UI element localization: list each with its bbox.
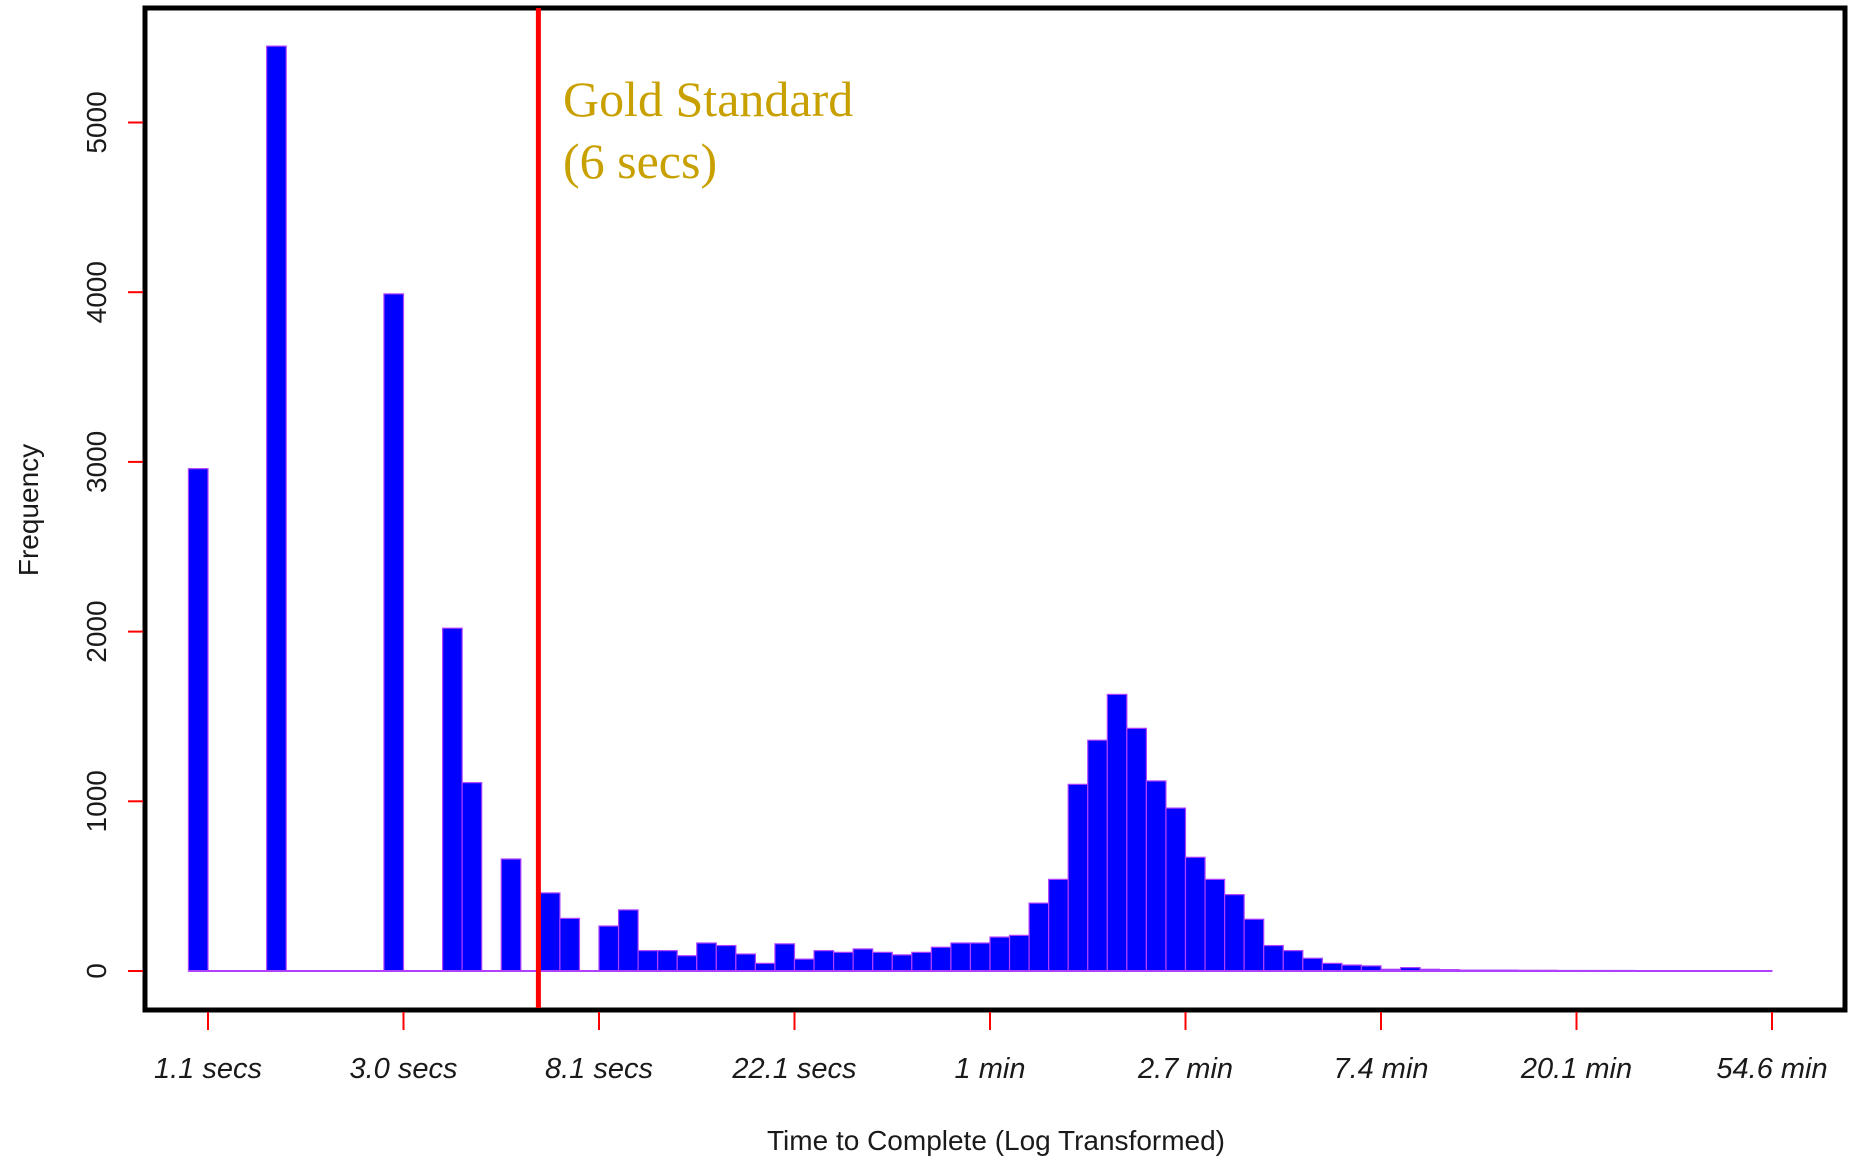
- x-tick-label: 1 min: [955, 1053, 1026, 1085]
- gold-standard-value: (6 secs): [563, 133, 717, 189]
- histogram-bar: [1087, 739, 1108, 972]
- x-tick-label: 54.6 min: [1716, 1053, 1827, 1085]
- histogram-bar: [559, 917, 581, 972]
- histogram-bar: [1302, 957, 1323, 972]
- y-axis-title: Frequency: [13, 444, 44, 576]
- y-tick-label: 3000: [81, 431, 112, 493]
- y-axis: 0 1000 2000 3000 4000 5000: [81, 91, 143, 979]
- histogram-bar: [1106, 693, 1128, 972]
- y-tick-label: 0: [81, 963, 112, 979]
- histogram-bar: [266, 45, 287, 972]
- y-tick-label: 1000: [81, 770, 112, 832]
- x-tick-label: 1.1 secs: [154, 1053, 262, 1085]
- histogram-bar: [1067, 783, 1089, 972]
- x-tick-label: 3.0 secs: [350, 1053, 458, 1085]
- histogram-bar: [1126, 727, 1147, 972]
- histogram-bar: [911, 951, 932, 972]
- histogram-bar: [1145, 780, 1167, 972]
- x-tick-label: 8.1 secs: [545, 1053, 653, 1085]
- bars-group: [187, 45, 1773, 972]
- x-tick-label: 7.4 min: [1333, 1053, 1428, 1085]
- histogram-bar: [989, 936, 1011, 972]
- histogram-bar: [852, 948, 874, 972]
- histogram-bar: [1165, 807, 1187, 972]
- histogram-bar: [1243, 918, 1265, 972]
- histogram-bar: [1048, 878, 1069, 972]
- histogram-bar: [1204, 878, 1226, 972]
- histogram-bar: [1282, 950, 1304, 972]
- histogram-bar: [637, 950, 659, 972]
- histogram-bar: [442, 627, 463, 972]
- histogram-bar: [832, 951, 854, 972]
- x-tick-label: 22.1 secs: [731, 1053, 856, 1085]
- histogram-bar: [1184, 856, 1206, 972]
- x-axis: 1.1 secs 3.0 secs 8.1 secs 22.1 secs 1 min 2.…: [154, 1012, 1828, 1085]
- histogram-bar: [617, 909, 639, 972]
- histogram-bar: [1223, 894, 1245, 972]
- x-tick-label: 20.1 min: [1520, 1053, 1632, 1085]
- histogram-bar: [793, 958, 815, 972]
- histogram-bar: [1028, 902, 1050, 972]
- gold-standard-label: Gold Standard: [563, 71, 853, 127]
- histogram-bar: [657, 950, 678, 972]
- y-tick-label: 5000: [81, 91, 112, 153]
- histogram-bar: [187, 468, 209, 972]
- histogram-bar: [383, 293, 405, 972]
- histogram-bar: [891, 954, 913, 972]
- histogram-bar: [813, 950, 835, 972]
- histogram-bar: [500, 858, 522, 972]
- histogram-bar: [676, 955, 698, 972]
- histogram-bar: [696, 942, 717, 972]
- histogram-bar: [1321, 962, 1343, 972]
- x-tick-label: 2.7 min: [1137, 1053, 1233, 1085]
- histogram-bar: [1263, 944, 1284, 972]
- histogram-bar: [461, 782, 483, 972]
- histogram-bar: [930, 946, 952, 972]
- histogram-bar: [872, 951, 893, 972]
- histogram-bar: [715, 944, 737, 972]
- y-tick-label: 4000: [81, 261, 112, 323]
- histogram-bar: [950, 942, 972, 972]
- x-axis-title: Time to Complete (Log Transformed): [767, 1125, 1225, 1156]
- histogram-bar: [539, 892, 561, 972]
- histogram-bar: [754, 962, 776, 972]
- histogram-bar: [774, 943, 796, 972]
- histogram-bar: [735, 953, 756, 972]
- y-tick-label: 2000: [81, 600, 112, 662]
- histogram-bar: [969, 942, 991, 972]
- histogram-bar: [598, 925, 620, 972]
- histogram-bar: [1008, 934, 1030, 972]
- plot-frame: [142, 5, 1848, 1013]
